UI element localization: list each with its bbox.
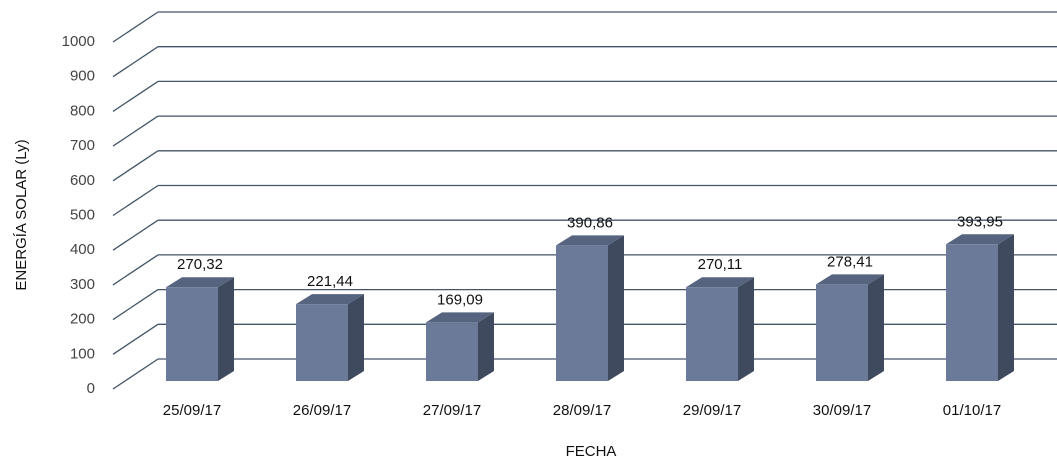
grid-line <box>112 11 159 43</box>
grid-line <box>112 184 159 217</box>
bar-front <box>816 284 868 381</box>
x-tick-label: 30/09/17 <box>813 402 871 419</box>
y-tick-label: 200 <box>70 311 95 328</box>
grid-line <box>112 46 159 78</box>
bar <box>296 294 364 381</box>
bar-top <box>556 235 624 246</box>
bar-front <box>686 287 738 381</box>
bar-top <box>166 277 234 288</box>
bar-side <box>868 274 884 381</box>
bar-front <box>946 244 998 381</box>
grid-line <box>112 358 159 390</box>
grid-line <box>112 323 159 355</box>
bar-side <box>218 277 234 381</box>
y-tick-label: 1000 <box>62 33 95 50</box>
x-tick-label: 27/09/17 <box>423 402 481 419</box>
bar-front <box>556 245 608 381</box>
y-tick-label: 500 <box>70 206 95 223</box>
x-axis-title: FECHA <box>566 443 617 459</box>
bar-side <box>478 312 494 381</box>
x-tick-label: 29/09/17 <box>683 402 741 419</box>
grid-line <box>112 219 159 251</box>
data-label: 169,09 <box>437 291 483 308</box>
y-tick-label: 100 <box>70 345 95 362</box>
bar <box>426 312 494 381</box>
bar <box>816 274 884 381</box>
bar <box>556 235 624 381</box>
grid-line <box>112 289 159 321</box>
data-label: 393,95 <box>957 213 1003 230</box>
bar-side <box>998 234 1014 381</box>
bar-top <box>426 312 494 323</box>
y-tick-label: 0 <box>87 380 95 397</box>
bar-top <box>946 234 1014 245</box>
x-tick-label: 01/10/17 <box>943 402 1001 419</box>
x-tick-label: 28/09/17 <box>553 402 611 419</box>
bar <box>946 234 1014 381</box>
data-label: 221,44 <box>307 273 353 290</box>
grid-line <box>112 254 159 286</box>
data-label: 278,41 <box>827 253 873 270</box>
grid-line <box>112 115 159 147</box>
y-tick-label: 600 <box>70 172 95 189</box>
bar-side <box>738 277 754 381</box>
data-label: 390,86 <box>567 214 613 231</box>
grid-line <box>112 80 159 112</box>
grid-line <box>112 150 159 182</box>
y-tick-label: 400 <box>70 241 95 258</box>
bar-top <box>816 274 884 285</box>
y-tick-label: 300 <box>70 276 95 293</box>
data-label: 270,11 <box>698 256 743 273</box>
y-axis-title: ENERGÍA SOLAR (Ly) <box>13 139 30 290</box>
bar-front <box>166 287 218 381</box>
bar-top <box>686 277 754 288</box>
bar <box>166 277 234 381</box>
x-tick-label: 26/09/17 <box>293 402 351 419</box>
x-tick-label: 25/09/17 <box>163 402 221 419</box>
bar <box>686 277 754 381</box>
bar-side <box>348 294 364 381</box>
bar-top <box>296 294 364 305</box>
bar-front <box>426 322 478 381</box>
y-tick-label: 800 <box>70 102 95 119</box>
y-tick-label: 900 <box>70 68 95 85</box>
data-label: 270,32 <box>177 256 223 273</box>
bar-side <box>608 235 624 381</box>
y-tick-label: 700 <box>70 137 95 154</box>
bar-front <box>296 304 348 381</box>
